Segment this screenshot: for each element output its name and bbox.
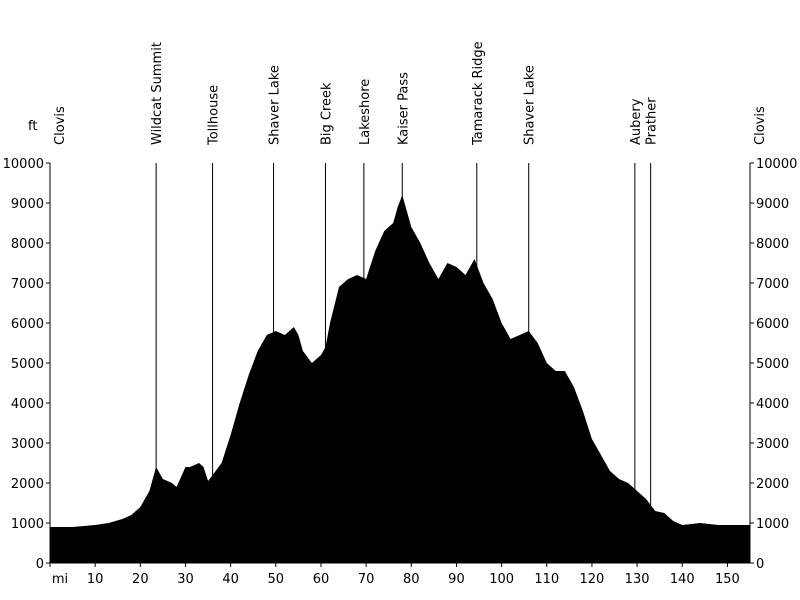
y-tick-label-left: 10000 (3, 157, 44, 172)
y-tick-label-right: 3000 (756, 437, 789, 452)
y-tick-label-left: 4000 (11, 397, 44, 412)
x-tick-label: 130 (625, 572, 650, 587)
y-tick-label-left: 8000 (11, 237, 44, 252)
x-tick-label: 140 (670, 572, 695, 587)
y-tick-label-left: 3000 (11, 437, 44, 452)
x-tick-label: 20 (132, 572, 149, 587)
y-tick-label-left: 2000 (11, 477, 44, 492)
y-tick-label-right: 2000 (756, 477, 789, 492)
location-label: Clovis (53, 106, 68, 145)
x-tick-label: 150 (715, 572, 740, 587)
y-tick-label-left: 5000 (11, 357, 44, 372)
x-tick-label: 50 (268, 572, 285, 587)
y-tick-label-left: 6000 (11, 317, 44, 332)
plot-area (50, 195, 750, 563)
y-tick-label-right: 10000 (756, 157, 797, 172)
y-tick-label-right: 9000 (756, 197, 789, 212)
x-tick-label: 40 (222, 572, 239, 587)
location-markers (155, 163, 652, 563)
y-axis-left-labels: 0 1000 2000 3000 4000 5000 6000 7000 8000 9000 100… (3, 157, 50, 572)
x-tick-label: 80 (403, 572, 420, 587)
y-tick-label-right: 7000 (756, 277, 789, 292)
y-tick-label-right: 5000 (756, 357, 789, 372)
location-label: Wildcat Summit (150, 42, 165, 145)
y-tick-label-right: 0 (756, 557, 764, 572)
x-tick-label: 90 (448, 572, 465, 587)
elevation-area (50, 195, 750, 563)
x-tick-label: 10 (87, 572, 104, 587)
location-label: Aubery (629, 98, 644, 145)
x-tick-label: 100 (489, 572, 514, 587)
y-tick-label-right: 6000 (756, 317, 789, 332)
y-tick-label-right: 4000 (756, 397, 789, 412)
location-label: Shaver Lake (523, 65, 538, 145)
x-tick-label: 120 (580, 572, 605, 587)
y-tick-label-left: 9000 (11, 197, 44, 212)
location-label: Prather (645, 97, 660, 145)
location-label: Tamarack Ridge (471, 41, 486, 146)
location-label: Tollhouse (207, 85, 222, 146)
x-axis-labels: mi 10 20 30 40 50 60 70 80 90 100 110 120 130 140 150 (49, 563, 740, 587)
location-label: Kaiser Pass (396, 72, 411, 145)
location-label: Shaver Lake (268, 65, 283, 145)
y-tick-label-left: 1000 (11, 517, 44, 532)
y-axis-right-labels: 0 1000 2000 3000 4000 5000 6000 7000 8000 9000 100… (750, 157, 797, 572)
location-label: Lakeshore (358, 79, 373, 145)
y-tick-label-left: 0 (36, 557, 44, 572)
location-labels: Clovis Wildcat Summit Tollhouse Shaver Lake… (53, 41, 768, 146)
y-unit-label: ft (28, 119, 37, 134)
y-tick-label-left: 7000 (11, 277, 44, 292)
location-label: Clovis (753, 106, 768, 145)
y-tick-label-right: 1000 (756, 517, 789, 532)
x-tick-label: 70 (358, 572, 375, 587)
x-tick-label: 30 (177, 572, 194, 587)
x-tick-label: 60 (313, 572, 330, 587)
y-tick-label-right: 8000 (756, 237, 789, 252)
x-tick-label: mi (52, 572, 68, 587)
x-tick-label: 110 (534, 572, 559, 587)
location-label: Big Creek (320, 82, 335, 145)
